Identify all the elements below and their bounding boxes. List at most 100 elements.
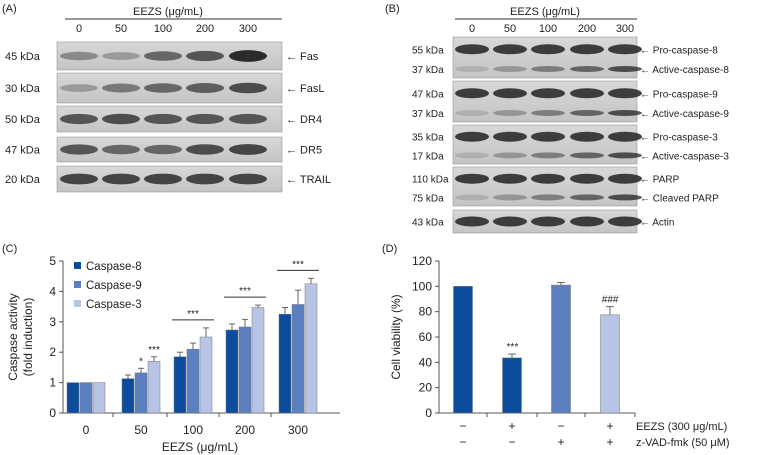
blot-band	[229, 173, 267, 185]
lane-label: 0	[76, 23, 82, 35]
viability-bar	[453, 286, 473, 414]
lane-label: 300	[239, 23, 257, 35]
condition-sign: −	[557, 419, 564, 433]
bar-caspase-3	[251, 307, 265, 414]
bar-caspase-8	[225, 329, 239, 414]
condition-sign: +	[606, 435, 613, 449]
lane-label: 0	[469, 23, 475, 35]
bar-caspase-9	[238, 326, 252, 414]
protein-label: ← TRAIL	[286, 174, 331, 186]
protein-label: ← FasL	[286, 83, 325, 95]
blot-band	[531, 65, 565, 72]
molecular-weight-label: 45 kDa	[5, 51, 41, 63]
blot-band	[531, 44, 565, 55]
y-tick-label: 0	[425, 406, 432, 420]
blot-band	[455, 44, 489, 55]
x-tick-label: 100	[183, 423, 203, 437]
x-tick-label: 50	[134, 423, 148, 437]
molecular-weight-label: 47 kDa	[412, 89, 444, 100]
lane-label: 300	[616, 23, 634, 35]
molecular-weight-label: 20 kDa	[5, 174, 41, 186]
blot-band	[60, 84, 98, 92]
blot-band	[144, 144, 182, 155]
blot-band	[493, 44, 527, 55]
panel-a-header: EEZS (μg/mL)	[133, 6, 203, 18]
significance-mark: ***	[239, 286, 251, 297]
blot-band	[570, 65, 604, 72]
y-tick-label: 3	[49, 315, 56, 329]
protein-label: ← Active-caspase-9	[640, 109, 729, 120]
molecular-weight-label: 30 kDa	[5, 83, 41, 95]
bar-caspase-8	[173, 356, 187, 414]
blot-band	[570, 109, 604, 116]
y-tick-label: 5	[49, 254, 56, 268]
significance-mark: ***	[148, 345, 160, 356]
legend-label: Caspase-9	[86, 280, 142, 292]
condition-sign: −	[459, 435, 466, 449]
blot-band	[531, 88, 565, 99]
blot-band	[493, 65, 527, 72]
blot-band	[570, 88, 604, 99]
protein-label: ← Fas	[286, 51, 319, 63]
molecular-weight-label: 50 kDa	[5, 114, 41, 126]
blot-band	[60, 173, 98, 185]
legend-label: Caspase-8	[86, 261, 142, 273]
y-tick-label: 80	[419, 305, 433, 319]
molecular-weight-label: 55 kDa	[412, 45, 444, 56]
significance-mark: ***	[292, 259, 304, 270]
blot-band	[570, 216, 604, 227]
blot-band	[102, 173, 140, 185]
blot-band	[60, 113, 98, 125]
bar-caspase-8	[121, 378, 135, 414]
blot-band	[493, 194, 527, 201]
legend-swatch	[74, 281, 81, 288]
molecular-weight-label: 37 kDa	[412, 65, 444, 76]
y-tick-label: 20	[419, 381, 433, 395]
blot-band	[455, 65, 489, 72]
viability-bar	[551, 284, 571, 414]
protein-label: ← Cleaved PARP	[640, 193, 719, 204]
bar-caspase-9	[186, 348, 200, 414]
blot-band	[455, 173, 489, 184]
protein-label: ← Pro-caspase-3	[640, 133, 718, 144]
blot-band	[493, 152, 527, 159]
panel-a-label: (A)	[2, 3, 17, 15]
y-tick-label: 1	[49, 376, 56, 390]
blot-band	[186, 113, 224, 125]
blot-band	[570, 152, 604, 159]
condition-label: EEZS (300 μg/mL)	[636, 421, 727, 433]
blot-band	[455, 109, 489, 116]
bar-caspase-8	[278, 313, 292, 414]
condition-label: z-VAD-fmk (50 μM)	[636, 437, 730, 449]
blot-band	[608, 152, 642, 159]
blot-band	[531, 152, 565, 159]
blot-band	[570, 194, 604, 201]
molecular-weight-label: 35 kDa	[412, 133, 444, 144]
blot-band	[229, 50, 267, 62]
blot-strip-2	[452, 124, 638, 165]
blot-strip-1	[452, 80, 638, 123]
blot-band	[455, 131, 489, 142]
condition-sign: −	[459, 419, 466, 433]
molecular-weight-label: 37 kDa	[412, 109, 444, 120]
blot-band	[531, 131, 565, 142]
blot-band	[608, 173, 642, 184]
blot-strip-0	[452, 36, 638, 79]
blot-band	[102, 113, 140, 125]
lane-label: 50	[504, 23, 516, 35]
bar-caspase-3	[147, 361, 161, 414]
blot-band	[608, 65, 642, 72]
condition-sign: +	[606, 419, 613, 433]
blot-band	[186, 83, 224, 93]
blot-strip-3	[452, 166, 638, 207]
viability-bar	[502, 357, 522, 414]
significance-mark: ***	[187, 309, 199, 320]
significance-mark: ***	[506, 342, 519, 353]
blot-band	[455, 194, 489, 201]
bar-caspase-3	[304, 283, 318, 414]
x-tick-label: 200	[235, 423, 255, 437]
blot-band	[493, 109, 527, 116]
panel-b-label: (B)	[385, 3, 400, 15]
lane-label: 100	[154, 23, 172, 35]
molecular-weight-label: 47 kDa	[5, 145, 41, 157]
